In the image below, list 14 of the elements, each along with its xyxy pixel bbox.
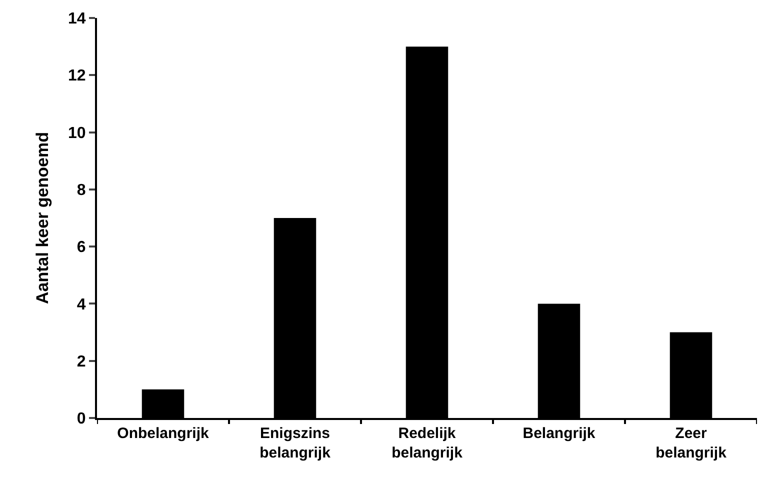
y-tick-label: 4 [76,296,86,314]
y-tick-label: 2 [76,353,86,370]
y-tick-label: 0 [76,410,86,428]
y-tick-label: 6 [76,239,86,256]
x-tick-label: Redelijk belangrijk [392,425,464,462]
x-tick-label: Zeer belangrijk [656,425,728,462]
x-tick-label: Onbelangrijk [117,425,210,442]
y-tick-label: 10 [68,124,86,142]
x-tick-label: Belangrijk [522,425,596,442]
y-tick-label: 12 [68,68,86,85]
y-tick-label: 8 [76,182,86,200]
y-axis-title: Aantal keer genoemd [33,132,52,304]
x-tick-label: Enigszins belangrijk [260,425,332,462]
y-tick-label: 14 [68,10,86,28]
